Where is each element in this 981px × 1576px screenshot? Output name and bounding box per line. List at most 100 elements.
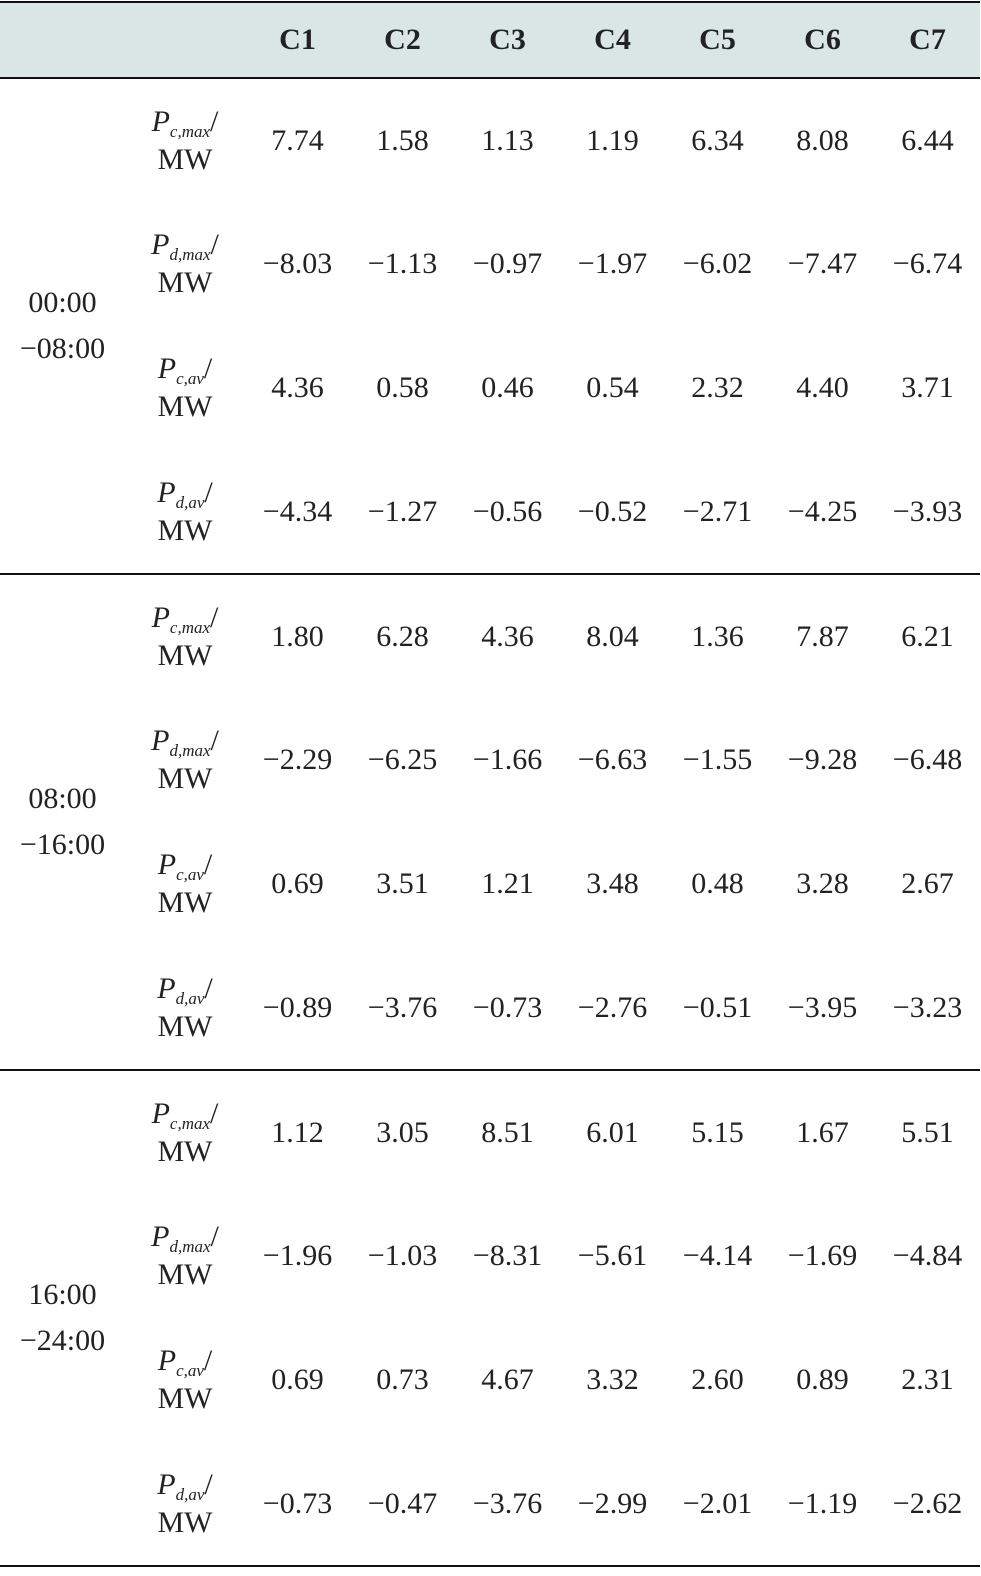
value-cell: 0.54 xyxy=(586,371,639,404)
value-cell: 6.21 xyxy=(901,619,954,653)
period-group: 16:00 −24:00 Pc,max/ MW 1.12 3.05 8.51 6.01 5.… xyxy=(0,1070,980,1566)
value-cell: 1.80 xyxy=(271,619,324,653)
value-cell: 1.21 xyxy=(481,867,534,900)
value-cell: −8.31 xyxy=(472,1239,543,1272)
symbol: P xyxy=(157,1467,176,1501)
value-cell: −3.76 xyxy=(367,990,438,1024)
value-cell: 0.46 xyxy=(481,371,534,404)
value-cell: 0.48 xyxy=(691,867,744,900)
value-cell: −4.84 xyxy=(892,1239,963,1272)
column-header: C2 xyxy=(384,23,421,56)
value-cell: 7.74 xyxy=(271,123,324,157)
subscript: d,max xyxy=(169,741,211,760)
row-label: Pd,av/ MW xyxy=(125,946,245,1070)
data-row: Pc,av/ MW 4.36 0.58 0.46 0.54 2.32 4.40 3.71 xyxy=(0,326,980,450)
value-cell: 3.71 xyxy=(901,371,954,404)
row-label: Pc,av/ MW xyxy=(125,326,245,450)
symbol: P xyxy=(151,1096,170,1130)
value-cell: 7.87 xyxy=(796,619,849,653)
unit: / MW xyxy=(157,971,213,1043)
value-cell: −1.69 xyxy=(787,1239,858,1272)
subscript: d,av xyxy=(175,492,205,512)
data-row: 08:00 −16:00 Pc,max/ MW 1.80 6.28 4.36 8.04 1.… xyxy=(0,574,980,861)
value-cell: 1.67 xyxy=(796,1115,849,1149)
unit: / MW xyxy=(157,600,219,672)
value-cell: 5.15 xyxy=(691,1115,744,1149)
value-cell: 1.12 xyxy=(271,1115,324,1149)
value-cell: 3.48 xyxy=(586,867,639,900)
value-cell: 3.28 xyxy=(796,867,849,900)
value-cell: 8.04 xyxy=(586,619,639,653)
data-row: Pd,av/ MW −0.89 −3.76 −0.73 −2.76 −0.51 −3.95−… xyxy=(0,946,980,1070)
value-cell: 1.58 xyxy=(376,123,429,157)
subscript: d,max xyxy=(169,245,211,264)
value-cell: −1.27 xyxy=(367,494,438,528)
value-cell: 8.08 xyxy=(796,123,849,157)
value-cell: −7.47 xyxy=(787,247,858,280)
value-cell: 3.51 xyxy=(376,867,429,900)
value-cell: −4.34 xyxy=(262,494,333,528)
value-cell: −0.52 xyxy=(577,494,648,528)
symbol: P xyxy=(157,475,176,509)
value-cell: −5.61 xyxy=(577,1239,648,1272)
data-row: Pd,av/ MW −0.73 −0.47 −3.76 −2.99 −2.01 −1.19−… xyxy=(0,1442,980,1566)
header-cell xyxy=(0,2,125,78)
value-cell: −8.03 xyxy=(262,247,333,280)
row-label: Pc,av/ MW xyxy=(125,1318,245,1442)
data-row: Pc,av/ MW 0.69 0.73 4.67 3.32 2.60 0.89 2.31 xyxy=(0,1318,980,1442)
value-cell: 4.36 xyxy=(481,619,534,653)
value-cell: 3.32 xyxy=(586,1363,639,1396)
symbol: P xyxy=(151,104,170,138)
value-cell: 6.01 xyxy=(586,1115,639,1149)
column-header: C7 xyxy=(909,23,946,56)
column-header: C1 xyxy=(279,23,316,56)
value-cell: 2.67 xyxy=(901,867,954,900)
symbol: P xyxy=(151,600,170,634)
unit: / MW xyxy=(157,848,213,919)
value-cell: −2.01 xyxy=(682,1486,753,1520)
value-cell: −0.51 xyxy=(682,990,753,1024)
value-cell: 2.32 xyxy=(691,371,744,404)
symbol: P xyxy=(157,1344,177,1377)
row-label: Pd,max/ MW xyxy=(125,1194,245,1318)
value-cell: 6.28 xyxy=(376,619,429,653)
data-row: Pd,max/ MW −8.03 −1.13 −0.97 −1.97 −6.02 −7.47… xyxy=(0,202,980,326)
value-cell: −4.25 xyxy=(787,494,858,528)
value-cell: −6.02 xyxy=(682,247,753,280)
period-label: 00:00 −08:00 xyxy=(19,286,106,365)
data-row: Pd,max/ MW −1.96 −1.03 −8.31 −5.61 −4.14 −1.69… xyxy=(0,1194,980,1318)
value-cell: −6.25 xyxy=(367,743,438,776)
symbol: P xyxy=(157,848,177,881)
value-cell: 2.60 xyxy=(691,1363,744,1396)
row-label: Pd,max/ MW xyxy=(125,202,245,326)
subscript: c,av xyxy=(176,369,204,388)
value-cell: −2.99 xyxy=(577,1486,648,1520)
data-row: Pd,av/ MW −4.34 −1.27 −0.56 −0.52 −2.71 −4.25−… xyxy=(0,450,980,574)
value-cell: −2.76 xyxy=(577,990,648,1024)
value-cell: −6.63 xyxy=(577,743,648,776)
value-cell: −1.66 xyxy=(472,743,543,776)
symbol: P xyxy=(157,971,176,1005)
subscript: c,max xyxy=(169,121,211,141)
value-cell: −3.76 xyxy=(472,1486,543,1520)
value-cell: −3.93 xyxy=(892,494,963,528)
value-cell: −2.71 xyxy=(682,494,753,528)
value-cell: −0.47 xyxy=(367,1486,438,1520)
value-cell: −2.29 xyxy=(262,743,333,776)
symbol: P xyxy=(151,724,170,757)
value-cell: −1.97 xyxy=(577,247,648,280)
value-cell: 6.44 xyxy=(901,123,954,157)
row-label: Pd,av/ MW xyxy=(125,450,245,574)
subscript: c,av xyxy=(176,865,204,884)
symbol: P xyxy=(157,352,177,385)
data-row: Pc,av/ MW 0.69 3.51 1.21 3.48 0.48 3.28 2.67 xyxy=(0,822,980,946)
value-cell: 1.13 xyxy=(481,123,534,157)
subscript: c,max xyxy=(169,617,211,637)
value-cell: 0.58 xyxy=(376,371,429,404)
row-label: Pd,max/ MW xyxy=(125,698,245,822)
value-cell: −1.19 xyxy=(787,1486,858,1520)
period-label: 16:00 −24:00 xyxy=(19,1278,106,1357)
value-cell: −6.74 xyxy=(892,247,963,280)
value-cell: −0.89 xyxy=(262,990,333,1024)
